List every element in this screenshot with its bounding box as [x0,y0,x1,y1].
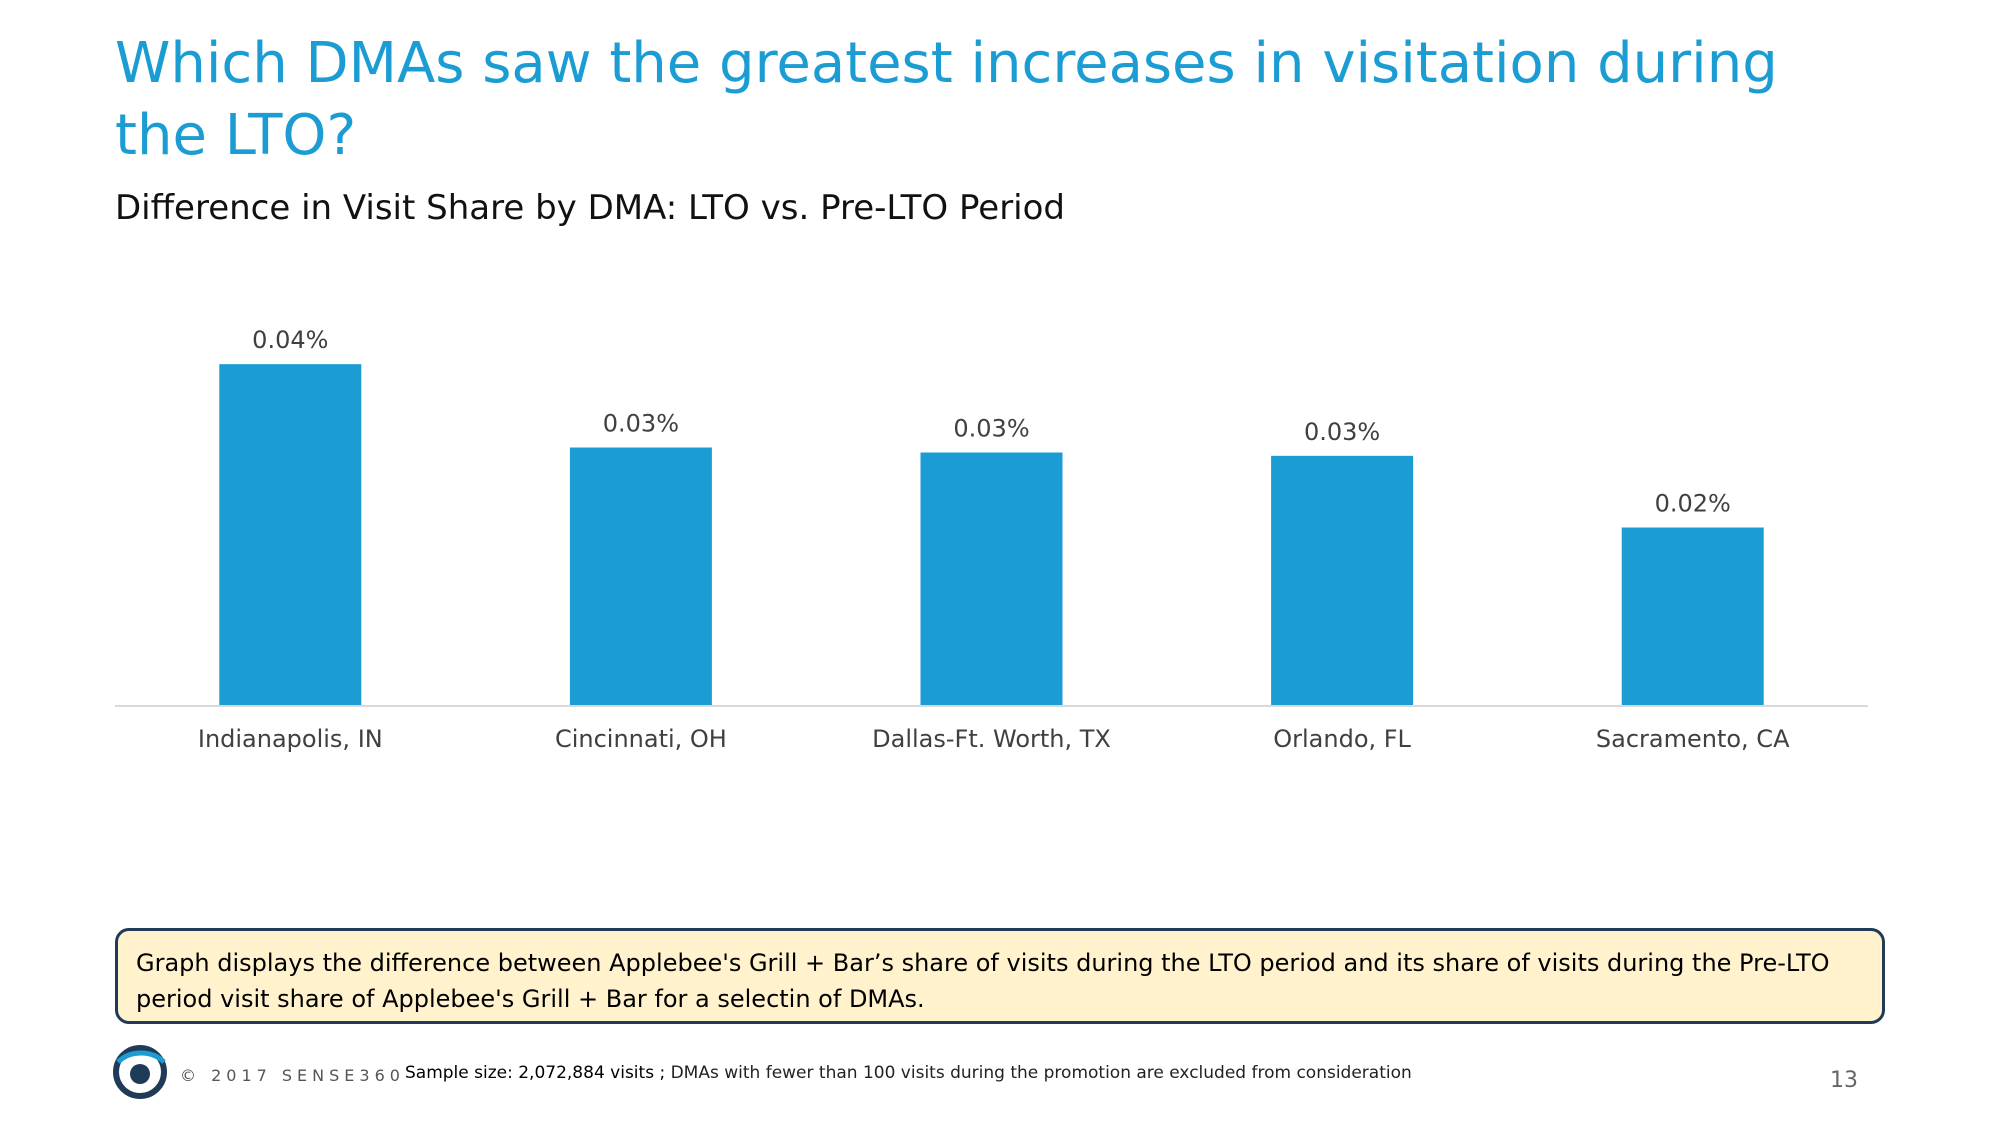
page-title: Which DMAs saw the greatest increases in… [115,31,1778,168]
chart-subtitle: Difference in Visit Share by DMA: LTO vs… [115,188,1066,228]
data-label-0: 0.04% [252,326,328,354]
explanation-note: Graph displays the difference between Ap… [115,928,1885,1024]
category-label-4: Sacramento, CA [1596,725,1790,753]
copyright-text: © 2017 SENSE360 [180,1066,405,1085]
sample-size-note: Sample size: 2,072,884 visits ; DMAs wit… [405,1063,1412,1083]
data-label-2: 0.03% [953,415,1029,443]
bar-1 [569,447,712,705]
bar-chart: 0.04% Indianapolis, IN 0.03% Cincinnati, OH… [115,326,1868,753]
bar-3 [1271,455,1414,705]
category-label-3: Orlando, FL [1273,725,1411,753]
category-label-1: Cincinnati, OH [555,725,727,753]
bar-4 [1621,527,1764,705]
bar-2 [920,452,1063,705]
sample-size-rest: DMAs with fewer than 100 visits during t… [665,1063,1412,1083]
data-label-3: 0.03% [1304,418,1380,446]
bar-0 [219,364,362,705]
data-label-4: 0.02% [1655,490,1731,518]
data-label-1: 0.03% [603,410,679,438]
sense360-logo-icon [113,1045,167,1099]
category-label-2: Dallas-Ft. Worth, TX [872,725,1111,753]
sample-size-prefix: Sample size: 2,072,884 visits ; [405,1063,666,1083]
category-label-0: Indianapolis, IN [198,725,383,753]
page-number: 13 [1830,1068,1858,1093]
